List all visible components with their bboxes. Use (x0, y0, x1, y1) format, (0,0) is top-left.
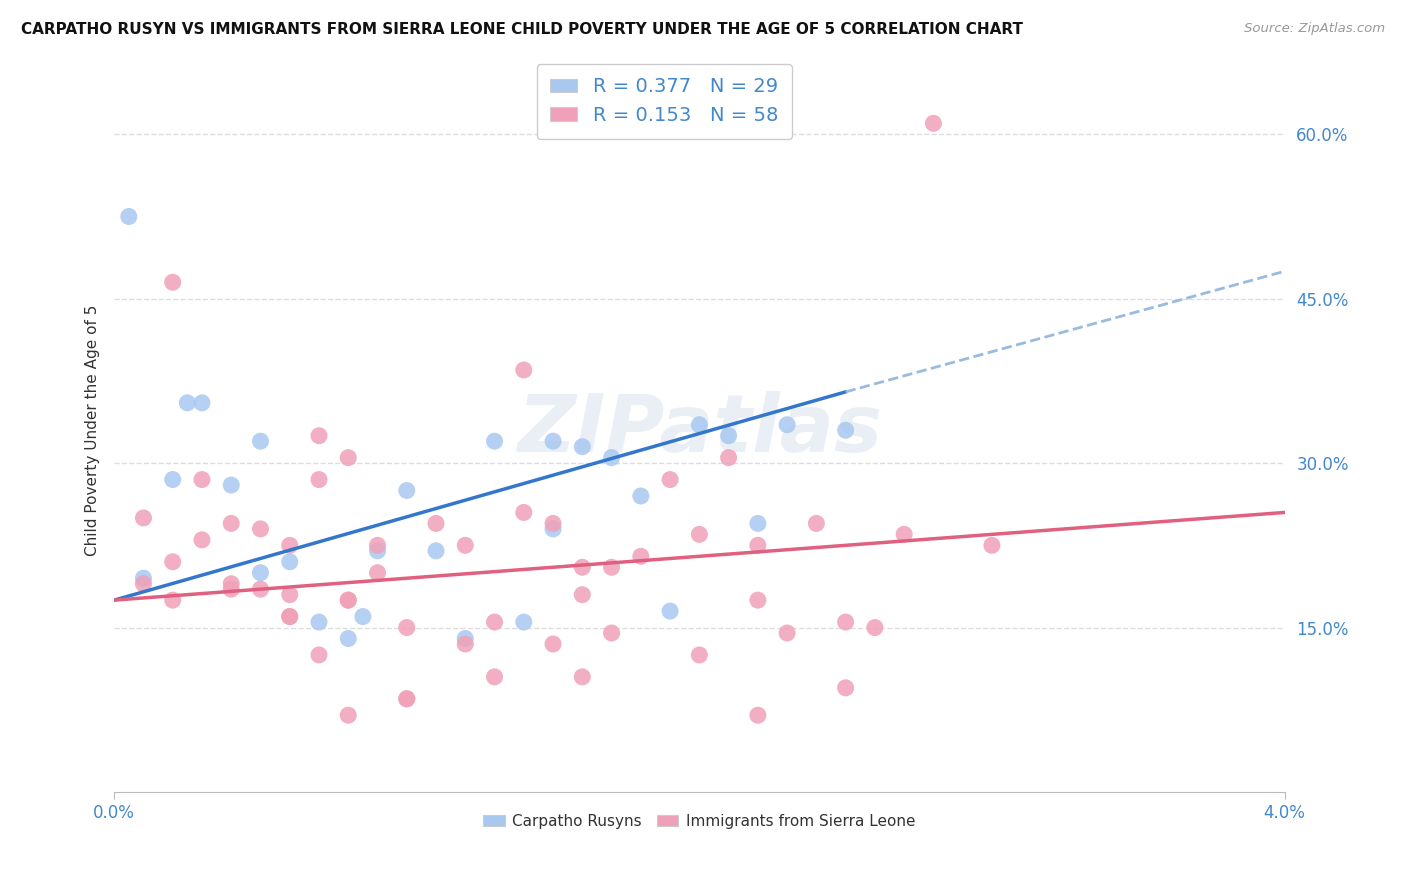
Point (132, 571, 155, 585)
Point (337, 593, 360, 607)
Point (717, 428, 740, 442)
Point (776, 626, 799, 640)
Point (513, 505, 536, 519)
Point (337, 632, 360, 646)
Point (308, 648, 330, 662)
Point (541, 637, 564, 651)
Point (981, 538, 1004, 552)
Point (278, 609, 301, 624)
Point (454, 538, 477, 552)
Point (484, 670, 506, 684)
Point (162, 593, 184, 607)
Point (747, 538, 769, 552)
Point (132, 576, 155, 591)
Point (352, 609, 374, 624)
Point (484, 615, 506, 629)
Text: ZIPatlas: ZIPatlas (517, 392, 882, 469)
Point (484, 434, 506, 449)
Text: Source: ZipAtlas.com: Source: ZipAtlas.com (1244, 22, 1385, 36)
Point (176, 396, 198, 410)
Point (337, 593, 360, 607)
Point (630, 549, 652, 564)
Point (395, 691, 418, 706)
Point (776, 417, 799, 432)
Point (571, 670, 593, 684)
Point (132, 511, 155, 525)
Point (717, 450, 740, 465)
Point (249, 434, 271, 449)
Point (278, 555, 301, 569)
Point (367, 544, 389, 558)
Point (395, 691, 418, 706)
Point (278, 609, 301, 624)
Point (162, 473, 184, 487)
Point (249, 582, 271, 597)
Point (659, 604, 682, 618)
Point (571, 440, 593, 454)
Text: CARPATHO RUSYN VS IMMIGRANTS FROM SIERRA LEONE CHILD POVERTY UNDER THE AGE OF 5 : CARPATHO RUSYN VS IMMIGRANTS FROM SIERRA… (21, 22, 1024, 37)
Point (541, 434, 564, 449)
Point (395, 483, 418, 498)
Point (688, 417, 710, 432)
Point (308, 428, 330, 442)
Point (278, 538, 301, 552)
Legend: Carpatho Rusyns, Immigrants from Sierra Leone: Carpatho Rusyns, Immigrants from Sierra … (477, 808, 922, 835)
Point (308, 473, 330, 487)
Point (541, 516, 564, 531)
Point (513, 363, 536, 377)
Point (688, 527, 710, 541)
Point (191, 396, 214, 410)
Point (834, 615, 856, 629)
Point (454, 637, 477, 651)
Point (600, 450, 623, 465)
Point (249, 522, 271, 536)
Point (513, 615, 536, 629)
Point (118, 210, 141, 224)
Point (747, 593, 769, 607)
Point (747, 516, 769, 531)
Point (337, 450, 360, 465)
Point (337, 708, 360, 723)
Point (600, 560, 623, 574)
Point (893, 527, 915, 541)
Point (600, 626, 623, 640)
Point (219, 582, 242, 597)
Point (834, 423, 856, 437)
Point (922, 116, 945, 130)
Point (367, 538, 389, 552)
Point (806, 516, 828, 531)
Point (541, 522, 564, 536)
Point (630, 489, 652, 503)
Point (219, 516, 242, 531)
Point (454, 632, 477, 646)
Point (219, 478, 242, 492)
Point (425, 544, 447, 558)
Point (571, 560, 593, 574)
Point (162, 555, 184, 569)
Point (278, 588, 301, 602)
Point (191, 533, 214, 547)
Point (425, 516, 447, 531)
Point (688, 648, 710, 662)
Point (863, 621, 886, 635)
Point (191, 473, 214, 487)
Point (308, 615, 330, 629)
Point (395, 621, 418, 635)
Point (834, 681, 856, 695)
Point (747, 708, 769, 723)
Point (249, 566, 271, 580)
Point (367, 566, 389, 580)
Point (571, 588, 593, 602)
Point (659, 473, 682, 487)
Point (162, 275, 184, 289)
Y-axis label: Child Poverty Under the Age of 5: Child Poverty Under the Age of 5 (86, 304, 100, 556)
Point (219, 576, 242, 591)
